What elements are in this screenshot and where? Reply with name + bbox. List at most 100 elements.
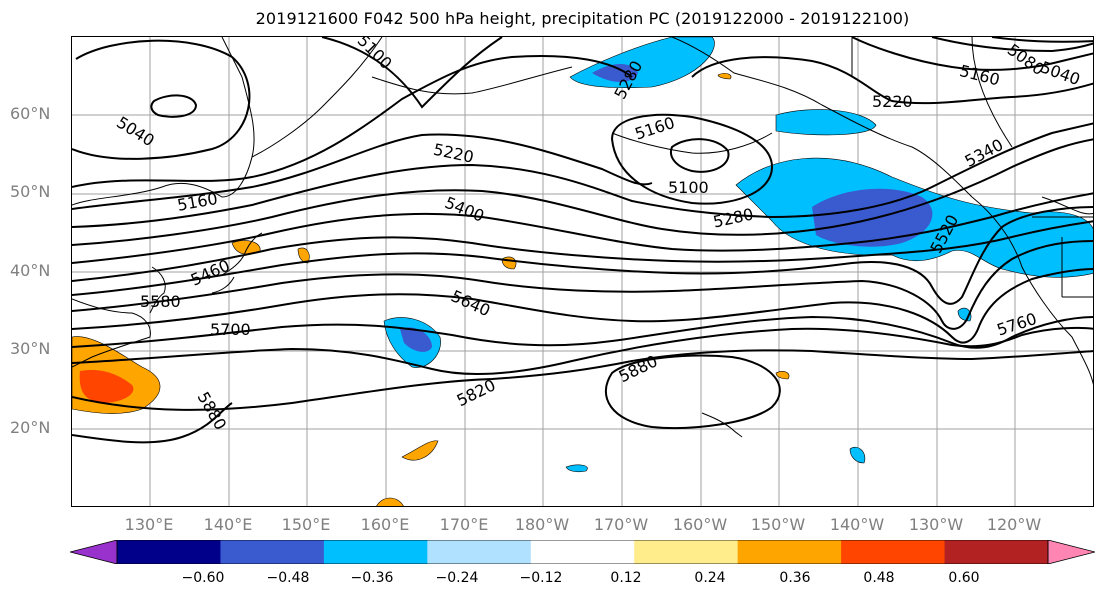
contour-5700 bbox=[72, 315, 1093, 349]
contour-label: 5280 bbox=[711, 204, 755, 231]
map-canvas: 5100 5040 5160 5460 5580 5700 5880 5220 … bbox=[72, 37, 1093, 506]
colorbar-label: 0.36 bbox=[779, 570, 811, 586]
contour-label: 5640 bbox=[448, 286, 493, 320]
canada-border bbox=[851, 37, 1093, 215]
contour-label: 5700 bbox=[210, 320, 251, 339]
contour-5820 bbox=[72, 349, 1093, 411]
precip-positive-small-2 bbox=[297, 247, 310, 264]
colorbar-extend-high bbox=[1047, 540, 1095, 564]
precip-positive-small-7 bbox=[717, 73, 732, 80]
lon-label-130e: 130°E bbox=[124, 515, 174, 534]
colorbar-segment bbox=[944, 540, 1049, 564]
lon-label-170w: 170°W bbox=[593, 515, 649, 534]
contour-5880-west bbox=[72, 402, 233, 444]
precip-positive-small-6 bbox=[775, 371, 790, 380]
contour-label: 5220 bbox=[872, 92, 913, 111]
precip-strong-negative-central-pacific bbox=[400, 327, 432, 352]
contour-label: 5340 bbox=[962, 135, 1007, 171]
kamchatka-coast bbox=[251, 37, 383, 158]
contour-closed-low-inner bbox=[150, 94, 198, 118]
precip-positive-small-3 bbox=[501, 256, 517, 270]
colorbar-segment bbox=[323, 540, 428, 564]
contour-5220-east bbox=[691, 56, 1093, 105]
map-title: 2019121600 F042 500 hPa height, precipit… bbox=[255, 9, 910, 28]
contour-5880-closed bbox=[605, 354, 781, 430]
lon-label-140w: 140°W bbox=[829, 515, 885, 534]
colorbar-segment bbox=[737, 540, 842, 564]
alaska-coast bbox=[671, 37, 1093, 386]
colorbar-frame bbox=[116, 540, 1049, 564]
precip-negative-gulf-alaska bbox=[775, 109, 877, 136]
contour-closed-low-aleutian bbox=[610, 113, 774, 205]
colorbar-segments bbox=[117, 540, 1049, 564]
precip-strong-negative-bering bbox=[592, 64, 638, 82]
contour-label: 5040 bbox=[1038, 57, 1083, 89]
lon-label-170e: 170°E bbox=[439, 515, 489, 534]
lat-label-40n: 40°N bbox=[10, 261, 51, 280]
contour-label: 5160 bbox=[176, 189, 219, 215]
map-panel: 5100 5040 5160 5460 5580 5700 5880 5220 … bbox=[71, 36, 1094, 507]
us-states bbox=[1032, 216, 1093, 298]
colorbar-segment bbox=[220, 540, 325, 564]
contour-5340 bbox=[72, 138, 1093, 246]
asia-coast bbox=[72, 37, 255, 206]
contour-label: 5220 bbox=[432, 140, 476, 167]
lat-label-20n: 20°N bbox=[10, 418, 51, 437]
colorbar-segment bbox=[117, 540, 221, 564]
colorbar bbox=[70, 540, 1095, 564]
hawaii bbox=[701, 412, 743, 438]
colorbar-label: 0.12 bbox=[610, 570, 642, 586]
contour-label: 5040 bbox=[113, 113, 158, 151]
lon-label-150e: 150°E bbox=[281, 515, 331, 534]
lon-label-140e: 140°E bbox=[203, 515, 253, 534]
contour-5280 bbox=[72, 122, 1093, 228]
lon-label-120w: 120°W bbox=[986, 515, 1042, 534]
contour-low-east-asia bbox=[72, 39, 251, 160]
contour-5580 bbox=[72, 240, 1093, 330]
lon-label-160e: 160°E bbox=[360, 515, 410, 534]
precip-strong-negative-northeast-pacific bbox=[812, 188, 933, 247]
lon-label-150w: 150°W bbox=[750, 515, 806, 534]
colorbar-label: −0.36 bbox=[350, 570, 394, 586]
contour-5160-east bbox=[851, 37, 1093, 71]
contour-5220-west bbox=[72, 133, 653, 210]
contour-label: 5100 bbox=[354, 37, 396, 73]
contour-label: 5580 bbox=[140, 292, 181, 311]
contour-label: 5160 bbox=[958, 61, 1002, 89]
colorbar-segment bbox=[634, 540, 739, 564]
colorbar-extend-low bbox=[70, 540, 118, 564]
lon-label-130w: 130°W bbox=[908, 515, 964, 534]
colorbar-label: −0.60 bbox=[181, 570, 225, 586]
contour-5100 bbox=[321, 37, 503, 109]
colorbar-segment bbox=[427, 540, 532, 564]
china-coast bbox=[72, 298, 151, 368]
precip-negative-small-2 bbox=[565, 464, 588, 473]
lat-label-60n: 60°N bbox=[10, 104, 51, 123]
precip-negative-bering bbox=[569, 37, 715, 88]
colorbar-label: −0.12 bbox=[519, 570, 563, 586]
contour-5100-east bbox=[931, 37, 1093, 53]
precip-negative-small-1 bbox=[849, 446, 866, 464]
lat-label-50n: 50°N bbox=[10, 182, 51, 201]
precip-positive-small-4 bbox=[401, 440, 439, 461]
contour-5640 bbox=[72, 268, 1093, 344]
contour-5400 bbox=[72, 192, 1093, 264]
korea bbox=[149, 266, 166, 314]
siberia-coast bbox=[371, 66, 573, 95]
contour-5160-west bbox=[72, 54, 633, 188]
contour-5760 bbox=[72, 326, 1093, 376]
colorbar-label: 0.60 bbox=[948, 570, 980, 586]
height-contours bbox=[72, 37, 1093, 444]
colorbar-label: 0.48 bbox=[863, 570, 895, 586]
precip-positive-small-5 bbox=[376, 497, 404, 506]
lon-label-160w: 160°W bbox=[672, 515, 728, 534]
coastlines bbox=[72, 37, 1093, 438]
colorbar-segment bbox=[530, 540, 635, 564]
colorbar-label: −0.24 bbox=[435, 570, 479, 586]
lon-label-180w: 180°W bbox=[514, 515, 570, 534]
contour-low-aleutian-inner bbox=[670, 138, 730, 173]
precip-strong-positive-east-asia bbox=[79, 369, 134, 403]
contour-label: 5880 bbox=[194, 388, 231, 433]
contour-5460 bbox=[72, 220, 1093, 282]
contour-label: 5100 bbox=[668, 178, 709, 197]
